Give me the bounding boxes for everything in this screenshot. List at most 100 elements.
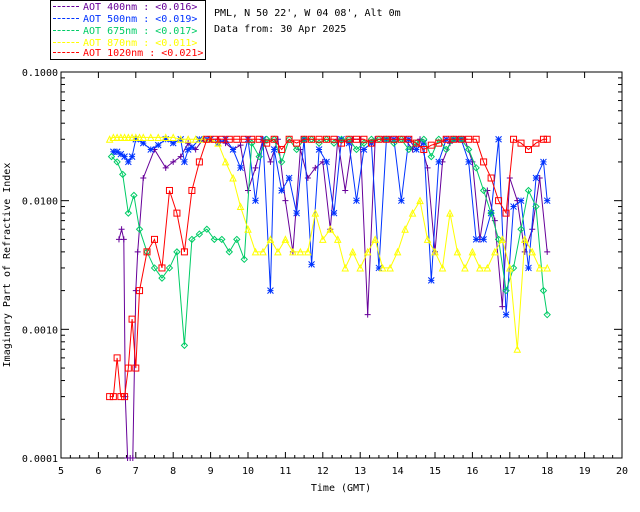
data-point <box>333 235 342 243</box>
data-point <box>121 153 128 160</box>
data-point <box>124 133 133 141</box>
data-point <box>468 247 477 256</box>
legend-swatch <box>53 42 79 44</box>
data-point <box>262 135 271 143</box>
data-point <box>494 235 503 244</box>
x-tick-label: 14 <box>392 466 404 477</box>
data-point <box>297 146 304 153</box>
data-point <box>124 364 132 372</box>
data-point <box>356 263 365 272</box>
data-point <box>229 146 237 153</box>
x-axis-label: Time (GMT) <box>311 483 371 494</box>
legend-item: AOT 1020nm : <0.021> <box>53 48 203 60</box>
x-tick-label: 6 <box>95 466 101 477</box>
data-point <box>285 174 293 182</box>
data-point <box>236 202 245 211</box>
data-point <box>117 393 125 401</box>
data-point <box>107 152 116 161</box>
axis-ticks: 5 6 7 8 9 10 11 12 13 14 15 16 17 18 19 20 0.1000 0.0100 0… <box>22 68 628 477</box>
data-point <box>203 135 211 143</box>
data-point <box>375 135 383 143</box>
data-point <box>323 135 331 143</box>
data-point <box>304 175 311 182</box>
data-point <box>113 158 121 166</box>
data-point <box>229 173 237 182</box>
data-point <box>442 135 450 143</box>
data-point <box>427 277 435 284</box>
data-point <box>233 135 241 143</box>
data-point <box>397 135 405 143</box>
data-point <box>240 135 248 143</box>
data-point <box>348 247 357 256</box>
data-point <box>525 264 532 272</box>
data-point <box>135 133 144 141</box>
data-point <box>255 152 263 161</box>
data-point <box>113 133 121 141</box>
data-point <box>296 247 305 256</box>
data-point <box>435 135 443 143</box>
data-point <box>535 263 544 272</box>
data-point <box>510 203 517 210</box>
data-point <box>120 236 127 243</box>
data-point <box>491 247 499 256</box>
data-point <box>132 287 139 294</box>
data-point <box>293 209 300 217</box>
data-point <box>151 235 158 243</box>
data-point <box>169 139 177 147</box>
data-point <box>405 135 413 143</box>
data-point <box>113 354 121 362</box>
y-tick-label: 0.0100 <box>22 197 58 208</box>
data-point <box>435 158 443 166</box>
data-point <box>176 135 185 143</box>
data-point <box>191 135 200 143</box>
data-point <box>292 145 301 154</box>
data-point <box>147 146 155 153</box>
x-tick-label: 13 <box>354 466 366 477</box>
data-point <box>128 153 136 160</box>
data-point <box>221 157 230 166</box>
data-point <box>525 145 532 153</box>
data-point <box>438 263 447 272</box>
data-point <box>416 196 424 205</box>
data-point <box>341 263 350 272</box>
data-point <box>308 135 316 143</box>
x-tick-label: 18 <box>541 466 553 477</box>
data-point <box>119 170 127 179</box>
data-point <box>330 135 338 143</box>
data-point <box>472 236 480 243</box>
data-point <box>195 158 203 166</box>
data-point <box>304 247 312 256</box>
data-point <box>543 263 552 272</box>
data-point <box>251 247 260 256</box>
data-point <box>312 164 319 171</box>
data-point <box>524 186 533 195</box>
data-point <box>393 247 402 256</box>
data-point <box>540 158 547 166</box>
data-point <box>218 135 226 143</box>
data-point <box>532 139 540 147</box>
data-point <box>330 209 338 217</box>
series-line <box>111 138 548 346</box>
x-tick-label: 8 <box>170 466 176 477</box>
data-point <box>520 235 529 243</box>
data-point <box>139 139 147 147</box>
data-point <box>543 310 551 319</box>
data-point <box>143 248 151 256</box>
data-point <box>134 248 141 255</box>
y-axis-label: Imaginary Part of Refractive Index <box>2 163 13 368</box>
x-tick-label: 16 <box>466 466 478 477</box>
data-point <box>360 135 368 143</box>
data-point <box>270 135 278 143</box>
legend-swatch <box>53 6 79 8</box>
legend-label: AOT 400nm : <0.016> <box>83 2 198 13</box>
data-point <box>517 197 525 205</box>
data-point <box>240 255 248 264</box>
y-tick-label: 0.0001 <box>22 454 58 465</box>
data-point <box>184 146 192 153</box>
legend-swatch <box>53 30 79 32</box>
data-point <box>528 247 537 256</box>
data-point <box>367 135 376 143</box>
data-point <box>161 133 170 141</box>
data-point <box>150 264 159 272</box>
data-point <box>184 135 192 143</box>
